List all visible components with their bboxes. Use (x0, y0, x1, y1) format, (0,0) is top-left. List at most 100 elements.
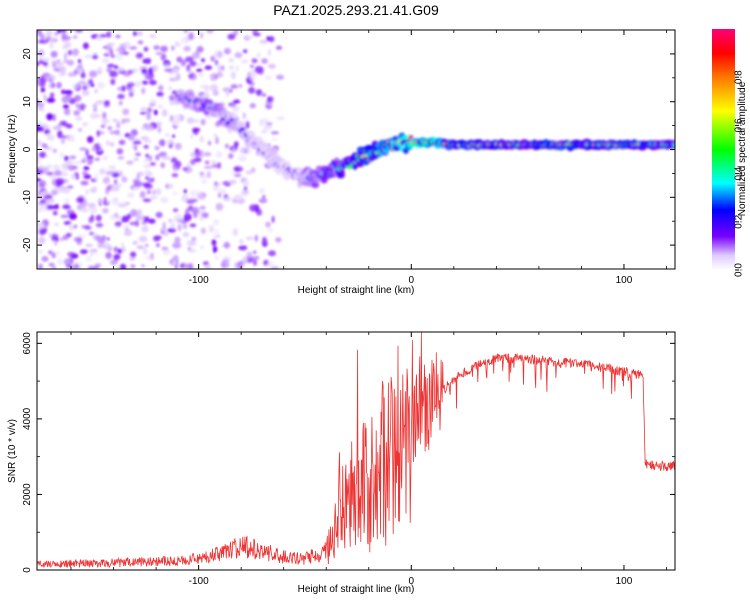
noise-speckle (121, 215, 130, 223)
noise-speckle (249, 204, 258, 212)
noise-speckle (113, 253, 121, 260)
noise-speckle (145, 124, 154, 132)
noise-speckle (85, 189, 90, 196)
noise-speckle (156, 91, 164, 97)
noise-speckle (140, 126, 146, 131)
noise-speckle (68, 98, 76, 105)
noise-speckle (67, 49, 73, 56)
noise-speckle (123, 224, 129, 229)
noise-speckle (52, 210, 58, 216)
noise-speckle (127, 135, 135, 141)
noise-speckle (161, 109, 168, 117)
noise-speckle (253, 255, 260, 260)
noise-speckle (102, 155, 108, 161)
noise-speckle (106, 67, 112, 73)
noise-speckle (110, 79, 116, 85)
noise-speckle (74, 94, 82, 102)
noise-speckle (248, 86, 256, 94)
noise-speckle (103, 243, 112, 250)
noise-speckle (199, 245, 204, 250)
noise-speckle (71, 134, 75, 143)
noise-speckle (215, 151, 223, 159)
noise-speckle (79, 147, 88, 151)
noise-speckle (146, 107, 153, 114)
noise-speckle (246, 251, 253, 258)
noise-speckle (133, 180, 143, 188)
noise-speckle (262, 195, 266, 199)
noise-speckle (105, 140, 111, 146)
noise-speckle (146, 190, 151, 195)
noise-speckle (81, 122, 89, 127)
noise-speckle (135, 31, 143, 36)
noise-speckle (45, 154, 49, 159)
noise-speckle (174, 142, 182, 150)
noise-speckle (257, 52, 261, 58)
noise-speckle (143, 164, 153, 169)
noise-speckle (204, 84, 209, 92)
noise-speckle (97, 243, 105, 248)
noise-speckle (135, 80, 142, 88)
ridge-halo (320, 177, 328, 184)
noise-speckle (94, 172, 98, 181)
noise-speckle (103, 197, 107, 204)
noise-speckle (67, 72, 77, 77)
noise-speckle (50, 190, 58, 196)
noise-speckle (160, 196, 169, 204)
noise-speckle (86, 30, 94, 34)
colorbar-tick-label: 0.4 (734, 166, 745, 180)
noise-speckle (155, 154, 160, 161)
noise-speckle (239, 238, 244, 245)
noise-speckle (45, 30, 53, 37)
noise-speckle (41, 256, 49, 262)
noise-speckle (245, 121, 250, 130)
noise-speckle (160, 45, 168, 53)
noise-speckle (96, 235, 104, 243)
noise-speckle (130, 129, 138, 137)
noise-speckle (56, 61, 64, 66)
noise-speckle (63, 52, 68, 61)
noise-speckle (261, 93, 267, 97)
noise-speckle (191, 52, 201, 60)
noise-speckle (228, 102, 236, 107)
noise-speckle (133, 186, 141, 191)
noise-speckle (227, 33, 236, 40)
noise-speckle (156, 243, 160, 248)
noise-speckle (199, 135, 204, 143)
noise-speckle (57, 130, 63, 139)
noise-speckle (172, 119, 180, 126)
noise-speckle (138, 235, 148, 243)
noise-speckle (94, 88, 98, 94)
noise-speckle (81, 90, 90, 96)
noise-speckle (204, 65, 213, 70)
noise-speckle (42, 61, 49, 67)
noise-speckle (48, 83, 54, 89)
noise-speckle (109, 49, 114, 56)
noise-speckle (149, 195, 158, 200)
noise-speckle (121, 176, 128, 183)
noise-speckle (51, 252, 56, 259)
noise-speckle (200, 32, 204, 39)
noise-speckle (38, 104, 44, 111)
noise-speckle (118, 139, 126, 145)
noise-speckle (72, 48, 79, 56)
noise-speckle (46, 97, 56, 103)
noise-speckle (242, 49, 248, 54)
noise-speckle (141, 225, 149, 233)
noise-speckle (220, 261, 230, 268)
noise-speckle (230, 71, 236, 80)
noise-speckle (222, 259, 230, 263)
noise-speckle (122, 108, 130, 116)
noise-speckle (192, 127, 199, 135)
ridge-core (408, 135, 414, 139)
x-tick-label: -100 (189, 576, 209, 587)
noise-speckle (149, 162, 156, 166)
noise-speckle (62, 234, 69, 241)
snr-y-axis-label: SNR (10 * v/v) (7, 419, 18, 483)
noise-speckle (141, 87, 146, 95)
noise-speckle (201, 179, 207, 184)
noise-speckle (95, 214, 102, 222)
x-tick-label: 0 (409, 576, 415, 587)
noise-speckle (48, 250, 53, 255)
noise-speckle (125, 84, 133, 91)
